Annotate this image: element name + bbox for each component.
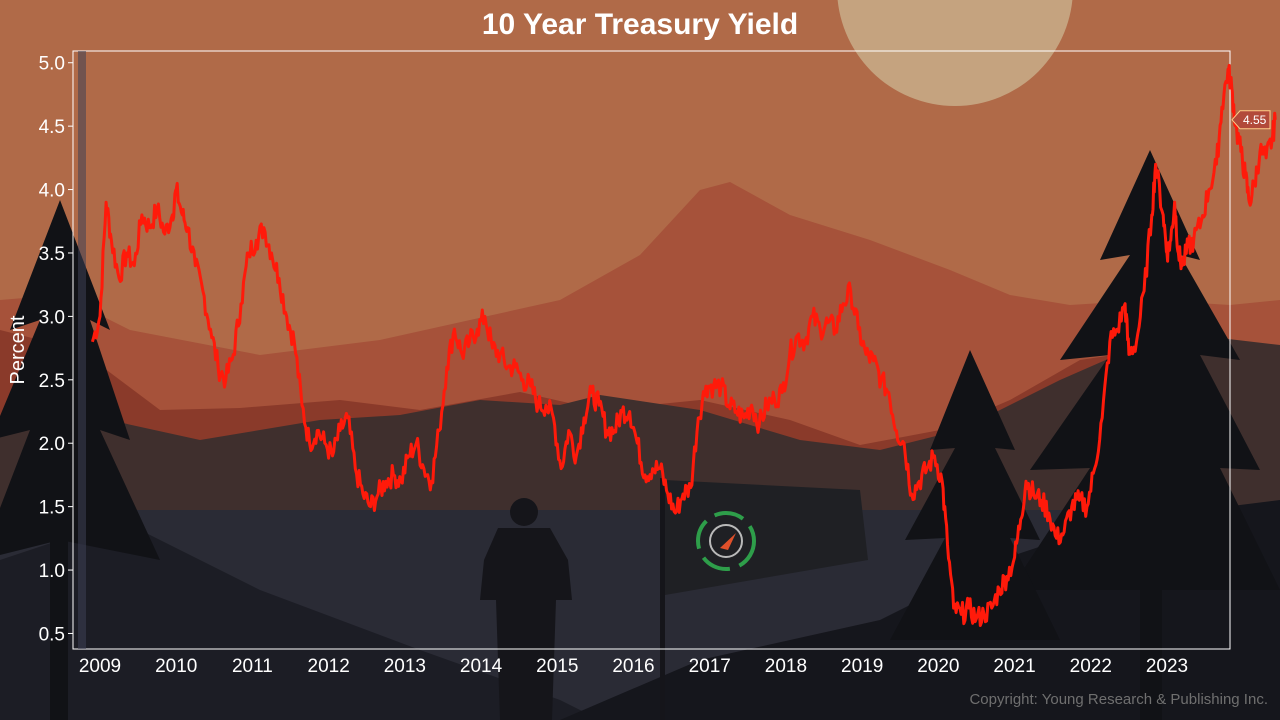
y-tick-label: 3.5 <box>39 244 65 265</box>
left-bar-accent <box>78 51 86 649</box>
x-tick-label: 2021 <box>993 656 1035 677</box>
last-value-marker: 4.55 <box>1231 110 1271 130</box>
x-tick-label: 2015 <box>536 656 578 677</box>
y-tick-label: 1.5 <box>39 498 65 519</box>
x-tick-label: 2010 <box>155 656 197 677</box>
y-tick-label: 4.0 <box>39 181 65 202</box>
x-tick-label: 2014 <box>460 656 503 677</box>
x-tick-label: 2018 <box>765 656 807 677</box>
foreground-ridge-left <box>0 520 600 720</box>
x-tick-label: 2013 <box>384 656 426 677</box>
x-tick-label: 2009 <box>79 656 121 677</box>
x-tick-label: 2022 <box>1070 656 1112 677</box>
tree-right <box>890 150 1280 720</box>
y-tick-label: 1.0 <box>39 561 65 582</box>
x-tick-label: 2023 <box>1146 656 1188 677</box>
x-tick-label: 2016 <box>612 656 654 677</box>
sun <box>837 0 1073 106</box>
x-tick-label: 2012 <box>308 656 350 677</box>
y-tick-label: 2.0 <box>39 434 65 455</box>
plot-frame <box>72 50 1231 650</box>
x-tick-label: 2011 <box>232 656 273 677</box>
copyright-notice: Copyright: Young Research & Publishing I… <box>969 691 1268 708</box>
flag <box>660 478 868 720</box>
x-tick-label: 2020 <box>917 656 959 677</box>
y-tick-label: 4.5 <box>39 117 65 138</box>
x-tick-label: 2017 <box>689 656 731 677</box>
y-axis-label: Percent <box>7 315 29 384</box>
chart-title: 10 Year Treasury Yield <box>481 8 799 41</box>
y-tick-label: 2.5 <box>39 371 65 392</box>
y-tick-label: 5.0 <box>39 54 65 75</box>
last-value-label: 4.55 <box>1243 113 1267 127</box>
soldier-silhouette <box>480 498 572 720</box>
y-tick-label: 0.5 <box>39 624 65 645</box>
y-tick-label: 3.0 <box>39 307 65 328</box>
x-tick-label: 2019 <box>841 656 883 677</box>
series-line-10y-yield <box>90 63 1277 627</box>
x-axis: 2009 2010 2011 2012 2013 2014 2015 2016 2017 2018… <box>79 656 1188 677</box>
y-axis: 5.0 4.5 4.0 3.5 3.0 2.5 2.0 1.5 1.0 0.5 <box>39 54 73 645</box>
